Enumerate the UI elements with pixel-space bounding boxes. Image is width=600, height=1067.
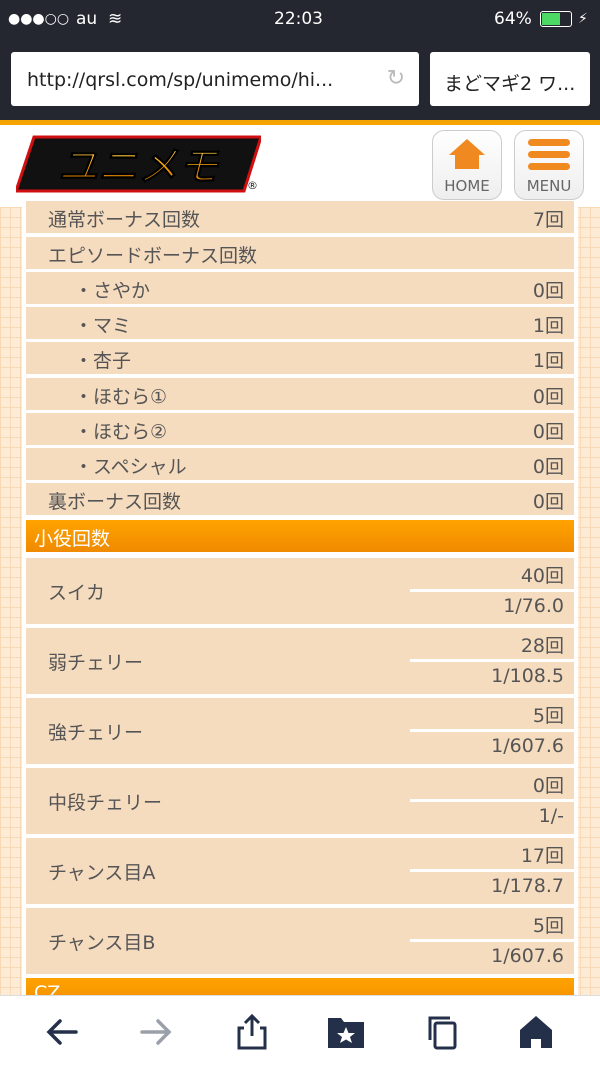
table-row: ・ほむら① 0回 xyxy=(26,378,574,410)
home-icon xyxy=(449,139,485,169)
table-row: ・杏子 1回 xyxy=(26,342,574,374)
divider xyxy=(0,120,600,125)
row-label: 通常ボーナス回数 xyxy=(48,209,201,231)
row-probability: 1/108.5 xyxy=(491,665,564,687)
row-probability: 1/76.0 xyxy=(503,595,564,617)
unimemo-logo[interactable]: ユニメモ xyxy=(16,135,261,195)
row-value: 0回 xyxy=(532,280,564,302)
table-row: スイカ 40回 1/76.0 xyxy=(26,558,574,624)
forward-arrow-icon[interactable] xyxy=(136,1014,176,1050)
browser-tab[interactable]: まどマギ2 ワ... xyxy=(430,52,590,106)
back-arrow-icon[interactable] xyxy=(42,1014,82,1050)
row-label: ・杏子 xyxy=(74,350,132,372)
row-value: 0回 xyxy=(532,386,564,408)
menu-label: MENU xyxy=(526,177,572,195)
row-label: チャンス目A xyxy=(48,862,156,884)
charging-icon: ⚡ xyxy=(578,11,588,27)
row-probability: 1/178.7 xyxy=(491,875,564,897)
row-label: ・ほむら① xyxy=(74,386,168,408)
battery-percent: 64% xyxy=(494,9,532,29)
status-bar: ●●●○○ au ≋ 22:03 64% ⚡ xyxy=(0,0,600,40)
signal-strength: ●●●○○ xyxy=(8,11,70,27)
table-row: ・さやか 0回 xyxy=(26,272,574,304)
row-count: 17回 xyxy=(520,845,564,867)
row-count: 40回 xyxy=(520,565,564,587)
share-icon[interactable] xyxy=(232,1014,272,1050)
row-label: 裏ボーナス回数 xyxy=(48,491,182,513)
table-row: 裏ボーナス回数 0回 xyxy=(26,483,574,515)
home-icon[interactable] xyxy=(516,1014,556,1050)
table-row: チャンス目B 5回 1/607.6 xyxy=(26,908,574,974)
row-value: 0回 xyxy=(532,456,564,478)
reload-icon[interactable]: ↻ xyxy=(386,66,405,91)
table-row: ・スペシャル 0回 xyxy=(26,448,574,480)
table-row: 中段チェリー 0回 1/- xyxy=(26,768,574,834)
wifi-icon: ≋ xyxy=(108,9,123,29)
row-value: 0回 xyxy=(532,421,564,443)
clock: 22:03 xyxy=(274,9,323,29)
data-table: 通常ボーナス回数 7回 エピソードボーナス回数 ・さやか 0回 ・マミ 1回 ・杏子 1… xyxy=(22,201,578,1010)
site-header: ユニメモ ® HOME MENU xyxy=(0,125,600,207)
row-label: 弱チェリー xyxy=(48,652,144,674)
battery-icon xyxy=(540,11,572,27)
row-value: 1回 xyxy=(532,350,564,372)
table-row: 通常ボーナス回数 7回 xyxy=(26,201,574,233)
row-label: ・さやか xyxy=(74,280,151,302)
row-label: ・スペシャル xyxy=(74,456,187,478)
table-row: ・マミ 1回 xyxy=(26,307,574,339)
bookmarks-icon[interactable] xyxy=(326,1014,366,1050)
home-button[interactable]: HOME xyxy=(432,130,502,200)
table-row: ・ほむら② 0回 xyxy=(26,413,574,445)
menu-button[interactable]: MENU xyxy=(514,130,584,200)
row-label: 中段チェリー xyxy=(48,792,163,814)
row-label: エピソードボーナス回数 xyxy=(48,245,258,267)
row-probability: 1/- xyxy=(538,805,564,827)
url-text: http://qrsl.com/sp/unimemo/hi... xyxy=(27,69,334,91)
row-count: 5回 xyxy=(532,915,564,937)
row-probability: 1/607.6 xyxy=(491,735,564,757)
content-area: 通常ボーナス回数 7回 エピソードボーナス回数 ・さやか 0回 ・マミ 1回 ・杏子 1… xyxy=(0,201,600,1010)
row-value: 1回 xyxy=(532,315,564,337)
table-row: エピソードボーナス回数 xyxy=(26,237,574,269)
row-value: 7回 xyxy=(532,209,564,231)
row-value: 0回 xyxy=(532,491,564,513)
row-label: ・ほむら② xyxy=(74,421,168,443)
carrier: au xyxy=(76,9,98,29)
menu-icon xyxy=(528,139,570,170)
address-bar[interactable]: http://qrsl.com/sp/unimemo/hi... ↻ xyxy=(11,52,419,106)
table-row: チャンス目A 17回 1/178.7 xyxy=(26,838,574,904)
browser-toolbar xyxy=(0,995,600,1067)
browser-bar: http://qrsl.com/sp/unimemo/hi... ↻ まどマギ2 … xyxy=(0,40,600,120)
table-row: 弱チェリー 28回 1/108.5 xyxy=(26,628,574,694)
home-label: HOME xyxy=(444,177,490,195)
row-label: ・マミ xyxy=(74,315,132,337)
row-label: 強チェリー xyxy=(48,722,144,744)
row-probability: 1/607.6 xyxy=(491,945,564,967)
svg-text:ユニメモ: ユニメモ xyxy=(58,144,220,190)
row-label: チャンス目B xyxy=(48,932,156,954)
row-count: 5回 xyxy=(532,705,564,727)
row-label: スイカ xyxy=(48,582,106,604)
registered-mark: ® xyxy=(247,179,258,192)
row-count: 0回 xyxy=(532,775,564,797)
tabs-icon[interactable] xyxy=(422,1014,462,1050)
row-count: 28回 xyxy=(520,635,564,657)
table-row: 強チェリー 5回 1/607.6 xyxy=(26,698,574,764)
section-header-koyaku: 小役回数 xyxy=(26,520,574,552)
